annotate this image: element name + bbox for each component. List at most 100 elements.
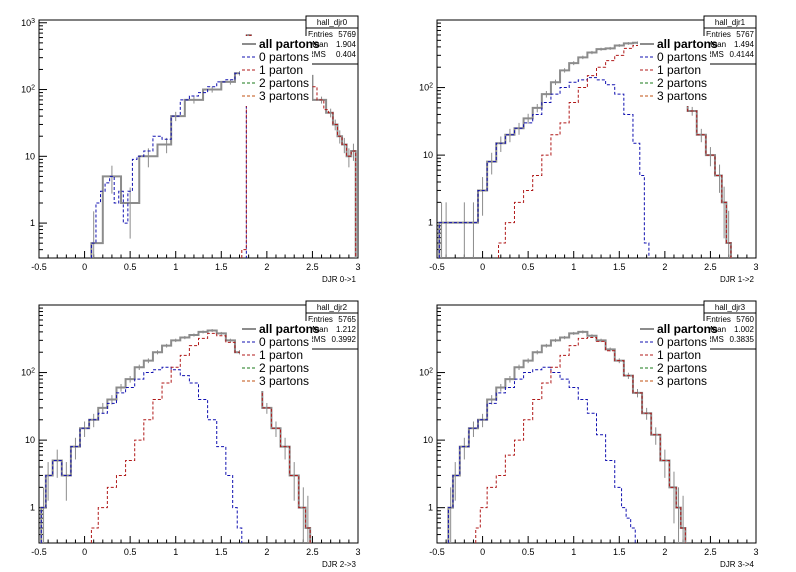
- x-tick-label: 1: [173, 547, 178, 557]
- y-tick-base: 10: [419, 368, 429, 378]
- x-tick-label: 1: [173, 262, 178, 272]
- series-line-1: [447, 366, 636, 543]
- stats-label: Entries: [308, 30, 333, 39]
- stats-title: hall_djr0: [317, 18, 348, 27]
- stats-box: [305, 300, 359, 350]
- stats-title: hall_djr3: [715, 303, 746, 312]
- x-tick-label: 2.5: [306, 547, 319, 557]
- legend-label: 0 partons: [657, 335, 707, 349]
- stats-label: Entries: [706, 30, 731, 39]
- y-tick-label: 102: [419, 367, 433, 378]
- stats-label: RMS: [308, 50, 326, 59]
- series-line-1: [438, 77, 650, 258]
- y-tick-base: 10: [25, 435, 35, 445]
- stats-title: hall_djr2: [317, 303, 348, 312]
- stats-title: hall_djr1: [715, 18, 746, 27]
- legend-label: 1 parton: [657, 348, 701, 362]
- x-tick-label: 0: [82, 547, 87, 557]
- legend-label: 3 partons: [259, 374, 309, 388]
- x-tick-label: 3: [753, 547, 758, 557]
- y-tick-base: 1: [428, 218, 433, 228]
- y-tick-base: 10: [423, 150, 433, 160]
- legend-label: 0 partons: [259, 50, 309, 64]
- y-tick-label: 10: [423, 435, 433, 445]
- x-tick-label: 0: [480, 262, 485, 272]
- stats-label: RMS: [308, 335, 326, 344]
- y-tick-base: 10: [21, 18, 31, 28]
- y-tick-base: 1: [428, 503, 433, 513]
- stats-label: RMS: [706, 335, 724, 344]
- x-axis-label: DJR 0->1: [322, 275, 357, 284]
- series-line-1: [90, 72, 247, 258]
- series-line-2: [498, 44, 732, 258]
- stats-value: 1.494: [734, 40, 755, 49]
- y-tick-exponent: 2: [31, 367, 35, 374]
- stats-value: 1.212: [336, 325, 357, 334]
- stats-label: RMS: [706, 50, 724, 59]
- y-tick-exponent: 2: [429, 367, 433, 374]
- legend-label: 2 partons: [657, 76, 707, 90]
- y-tick-label: 1: [428, 218, 433, 228]
- x-tick-label: 0.5: [124, 262, 137, 272]
- x-tick-label: 3: [753, 262, 758, 272]
- legend-box: [240, 321, 312, 391]
- stats-value: 0.3835: [730, 335, 755, 344]
- stats-value: 5765: [338, 315, 356, 324]
- y-tick-base: 10: [25, 151, 35, 161]
- legend-label: all partons: [657, 322, 718, 336]
- x-tick-label: 1.5: [215, 262, 228, 272]
- plot-frame: [38, 304, 359, 544]
- y-tick-base: 10: [419, 83, 429, 93]
- plot-frame: [436, 19, 757, 259]
- y-tick-label: 102: [21, 367, 35, 378]
- series-line-2: [90, 332, 311, 543]
- x-tick-label: -0.5: [31, 262, 47, 272]
- stats-value: 0.3992: [332, 335, 357, 344]
- x-tick-label: 3: [355, 262, 360, 272]
- x-tick-label: 0.5: [124, 547, 137, 557]
- y-tick-exponent: 2: [31, 84, 35, 91]
- stats-value: 5769: [338, 30, 356, 39]
- stats-label: Entries: [308, 315, 333, 324]
- x-tick-label: 2: [662, 547, 667, 557]
- x-tick-label: 1: [571, 262, 576, 272]
- stats-value: 0.404: [336, 50, 357, 59]
- legend-label: 3 partons: [657, 374, 707, 388]
- x-axis-label: DJR 3->4: [720, 560, 755, 569]
- x-tick-label: 2: [264, 547, 269, 557]
- legend-label: 0 partons: [259, 335, 309, 349]
- x-tick-label: 3: [355, 547, 360, 557]
- legend-label: 1 parton: [259, 348, 303, 362]
- x-tick-label: 2: [264, 262, 269, 272]
- stats-label: Mean: [706, 40, 726, 49]
- legend-label: all partons: [259, 322, 320, 336]
- stats-value: 5767: [736, 30, 754, 39]
- plot-frame: [38, 19, 359, 259]
- y-tick-label: 102: [419, 82, 433, 93]
- x-tick-label: 1.5: [215, 547, 228, 557]
- legend-label: 3 partons: [259, 89, 309, 103]
- y-tick-label: 10: [423, 150, 433, 160]
- y-tick-label: 1: [30, 503, 35, 513]
- stats-label: Mean: [308, 325, 328, 334]
- x-tick-label: 0: [82, 262, 87, 272]
- x-tick-label: 2.5: [704, 262, 717, 272]
- y-tick-label: 1: [428, 503, 433, 513]
- stats-value: 0.4144: [730, 50, 755, 59]
- x-axis-label: DJR 1->2: [720, 275, 755, 284]
- legend-label: 1 parton: [259, 63, 303, 77]
- y-tick-base: 1: [30, 218, 35, 228]
- x-tick-label: 2.5: [704, 547, 717, 557]
- x-tick-label: -0.5: [429, 547, 445, 557]
- legend-box: [638, 36, 710, 106]
- legend-label: all partons: [657, 37, 718, 51]
- stats-value: 1.904: [336, 40, 357, 49]
- x-tick-label: -0.5: [429, 262, 445, 272]
- y-tick-label: 10: [25, 435, 35, 445]
- x-tick-label: 1: [571, 547, 576, 557]
- legend-label: 2 partons: [259, 76, 309, 90]
